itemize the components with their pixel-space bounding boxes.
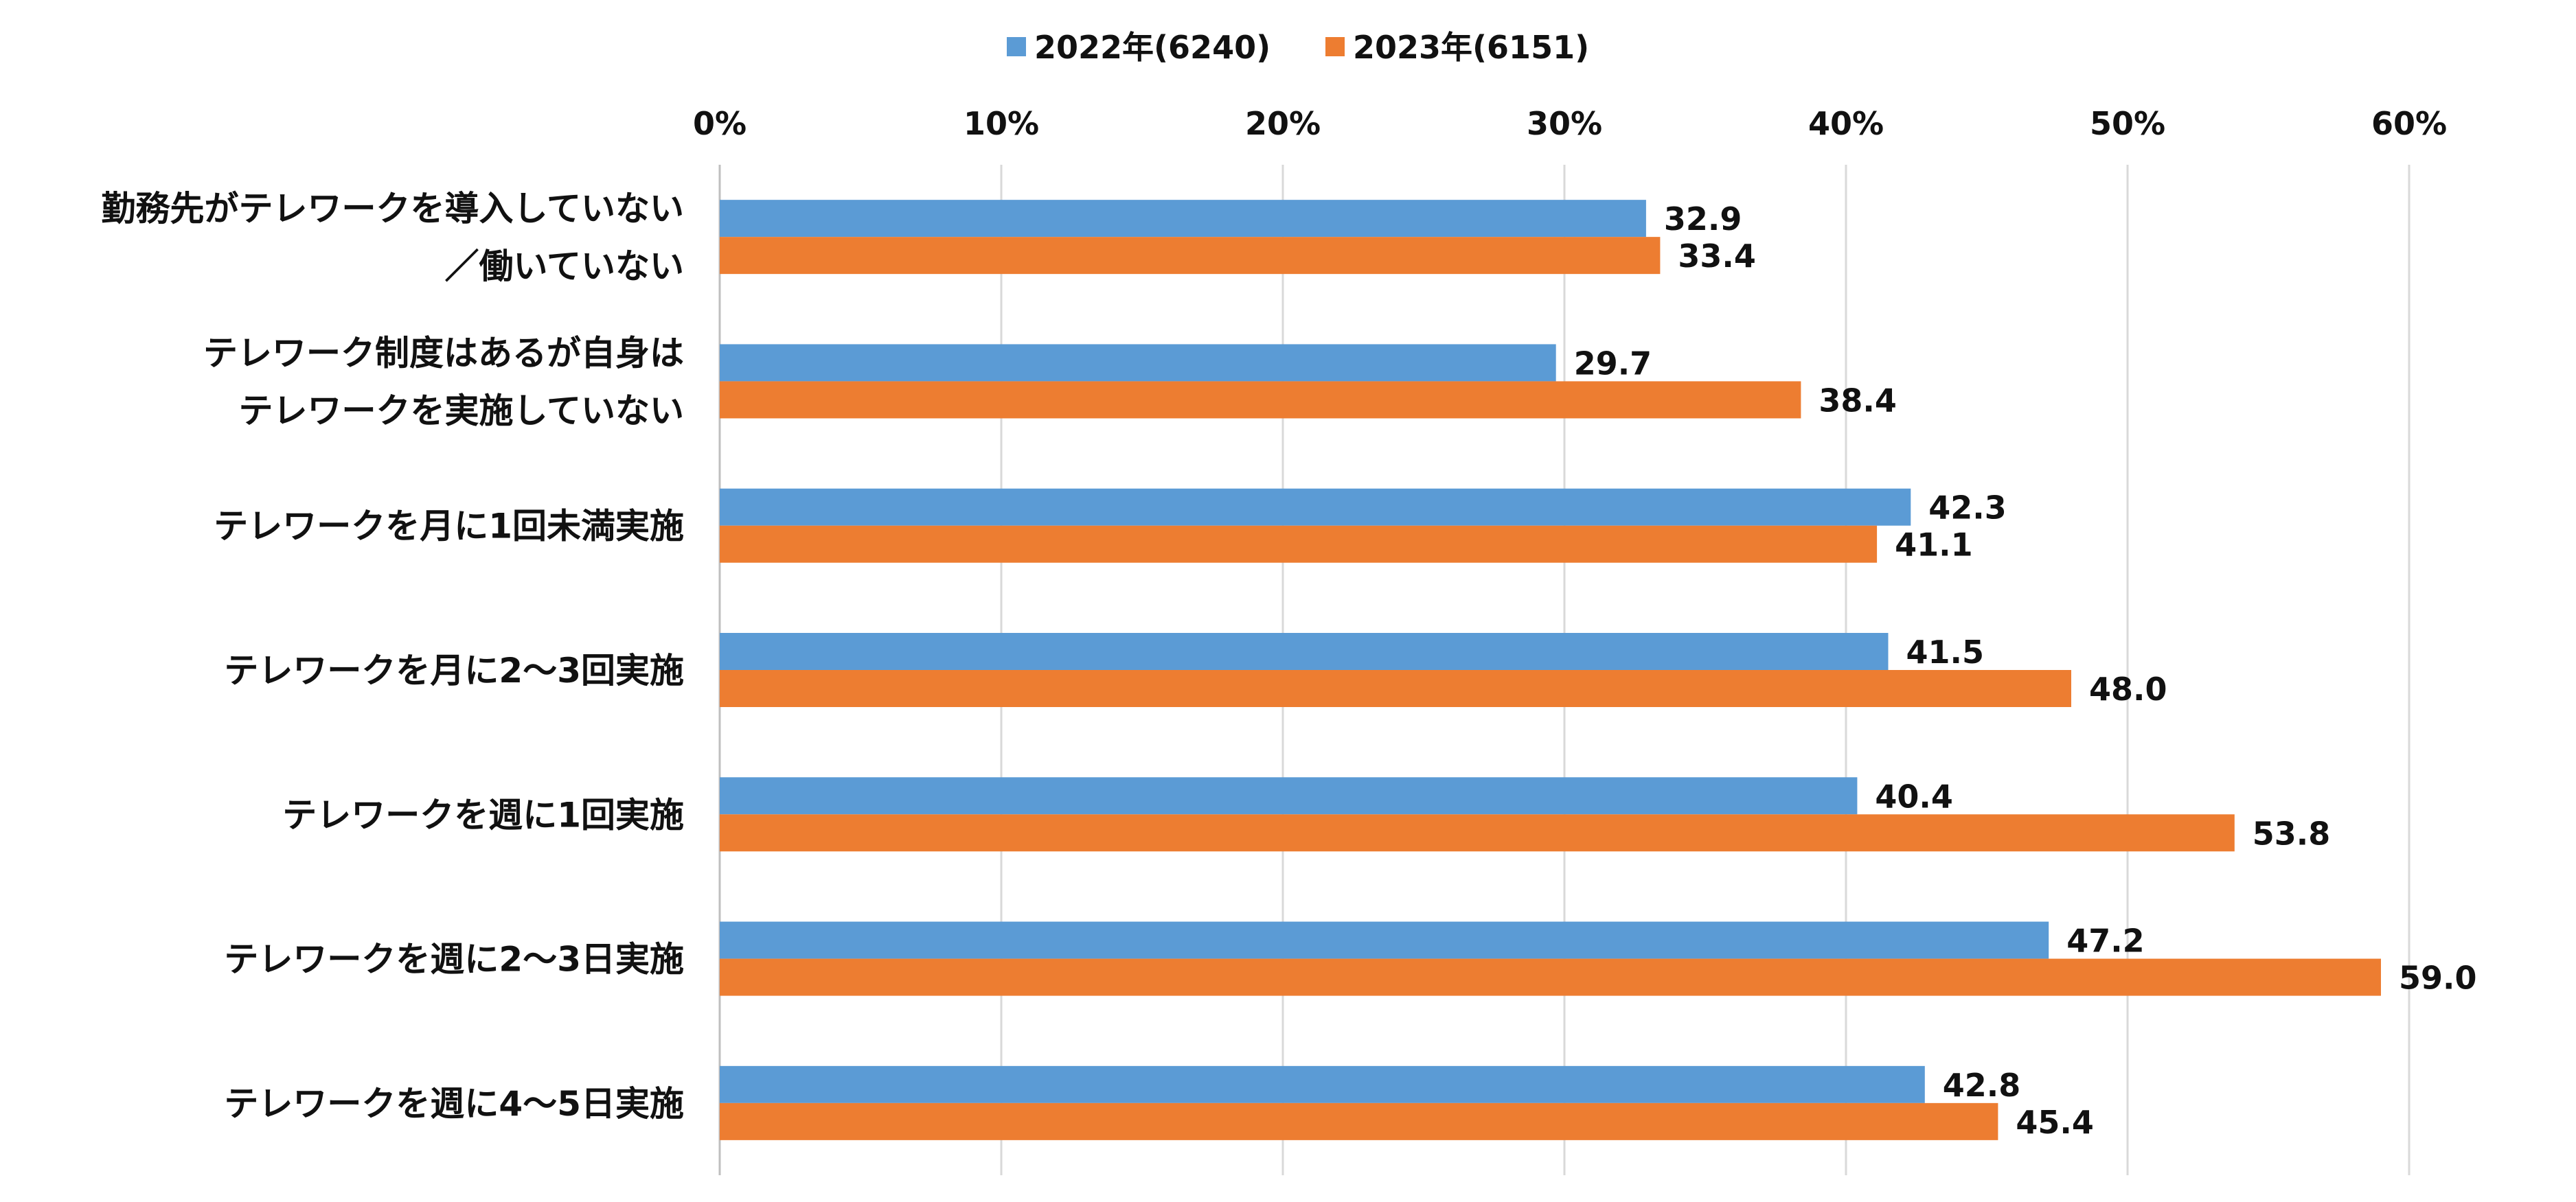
data-label: 33.4 bbox=[1678, 238, 1756, 275]
bar-series-2 bbox=[720, 958, 2381, 996]
bar-series-2 bbox=[720, 381, 1801, 419]
x-tick-label: 50% bbox=[2090, 105, 2165, 142]
data-label: 45.4 bbox=[2016, 1104, 2094, 1141]
category-label: テレワーク制度はあるが自身は bbox=[203, 333, 684, 373]
legend-swatch bbox=[1007, 37, 1026, 56]
data-label: 29.7 bbox=[1574, 345, 1652, 382]
x-tick-label: 40% bbox=[1808, 105, 1884, 142]
x-tick-label: 20% bbox=[1245, 105, 1321, 142]
bar-series-1 bbox=[720, 777, 1858, 815]
data-label: 59.0 bbox=[2399, 960, 2477, 997]
bar-series-1 bbox=[720, 921, 2049, 959]
data-label: 38.4 bbox=[1819, 382, 1897, 419]
bar-series-2 bbox=[720, 237, 1661, 275]
category-label: テレワークを週に1回実施 bbox=[282, 795, 684, 835]
category-label: ／働いていない bbox=[445, 246, 685, 286]
legend-label: 2023年(6151) bbox=[1353, 29, 1589, 66]
bar-series-1 bbox=[720, 200, 1646, 238]
legend-swatch bbox=[1325, 37, 1345, 56]
bar-series-1 bbox=[720, 1065, 1925, 1103]
x-tick-label: 0% bbox=[693, 105, 746, 142]
bar-series-2 bbox=[720, 814, 2235, 852]
x-tick-label: 10% bbox=[964, 105, 1039, 142]
category-label: テレワークを月に1回未満実施 bbox=[214, 507, 684, 546]
category-label: テレワークを週に2～3日実施 bbox=[224, 940, 684, 980]
data-label: 53.8 bbox=[2253, 815, 2331, 852]
category-label: 勤務先がテレワークを導入していない bbox=[102, 189, 685, 229]
data-label: 32.9 bbox=[1664, 200, 1742, 238]
category-label: テレワークを週に4～5日実施 bbox=[224, 1084, 684, 1124]
data-label: 40.4 bbox=[1875, 778, 1953, 815]
x-tick-label: 60% bbox=[2371, 105, 2447, 142]
bar-series-1 bbox=[720, 633, 1889, 670]
data-label: 47.2 bbox=[2066, 923, 2145, 960]
data-label: 41.5 bbox=[1906, 634, 1985, 671]
bar-series-2 bbox=[720, 670, 2071, 707]
bar-series-2 bbox=[720, 525, 1878, 563]
data-label: 41.1 bbox=[1895, 527, 1973, 564]
category-label: テレワークを実施していない bbox=[239, 391, 685, 430]
bar-series-2 bbox=[720, 1102, 1998, 1140]
legend-label: 2022年(6240) bbox=[1034, 29, 1270, 66]
data-label: 48.0 bbox=[2089, 671, 2167, 708]
x-tick-label: 30% bbox=[1527, 105, 1602, 142]
category-label: テレワークを月に2～3回実施 bbox=[224, 651, 684, 691]
bar-series-1 bbox=[720, 344, 1556, 382]
data-label: 42.3 bbox=[1928, 489, 2007, 527]
data-label: 42.8 bbox=[1943, 1067, 2021, 1104]
bar-series-1 bbox=[720, 488, 1911, 526]
